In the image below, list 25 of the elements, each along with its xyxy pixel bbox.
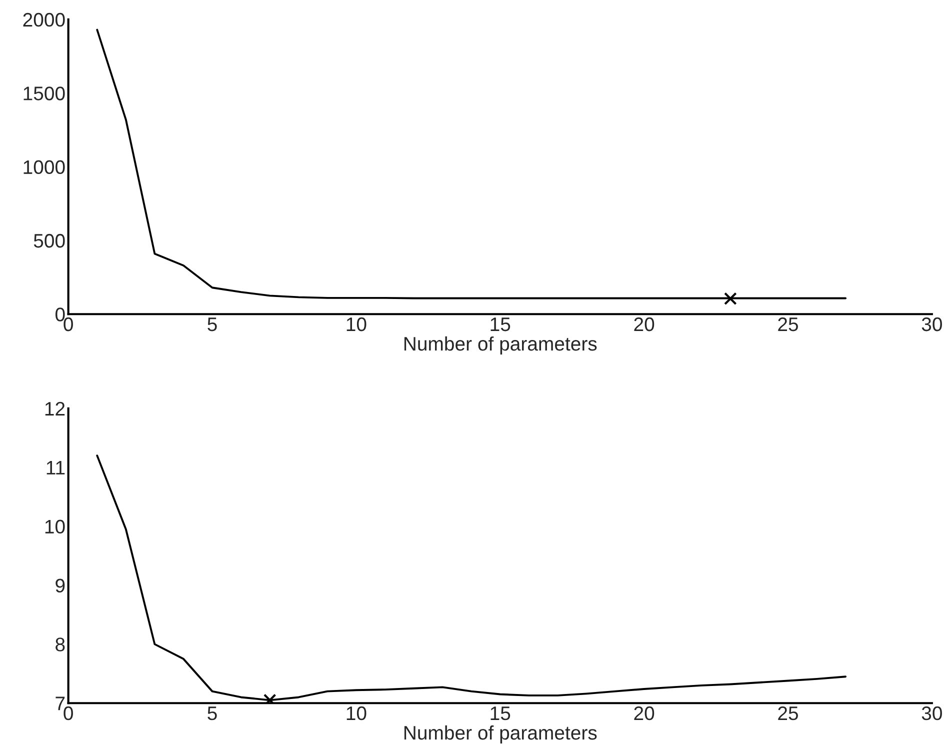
x-tick-label: 5 — [208, 706, 217, 720]
y-tick-label: 10 — [45, 520, 65, 534]
y-tick-label: 9 — [56, 578, 65, 592]
y-tick-label: 7 — [56, 696, 65, 710]
y-tick-label: 0 — [55, 308, 65, 322]
x-tick-label: 30 — [922, 706, 942, 720]
x-axis-title: Number of parameters — [404, 336, 597, 355]
x-tick-label: 25 — [778, 706, 798, 720]
x-tick-label: 15 — [490, 706, 510, 720]
x-tick-label: 20 — [634, 706, 654, 720]
x-tick-label: 30 — [922, 317, 942, 332]
y-tick-label: 12 — [45, 402, 65, 416]
x-tick-label: 10 — [346, 706, 366, 720]
x-tick-label: 15 — [490, 318, 510, 332]
y-tick-label: 8 — [56, 638, 65, 652]
y-tick-label: 2000 — [23, 12, 65, 27]
x-tick-label: 5 — [208, 318, 217, 332]
x-axis-title: Number of parameters — [404, 725, 597, 744]
y-tick-label: 11 — [46, 461, 65, 474]
y-tick-label: 1500 — [24, 86, 65, 100]
x-tick-label: 20 — [634, 317, 654, 332]
y-tick-label: 1000 — [24, 160, 65, 174]
x-tick-label: 25 — [778, 317, 798, 332]
y-tick-label: 500 — [34, 234, 65, 248]
x-tick-label: 10 — [346, 317, 366, 332]
